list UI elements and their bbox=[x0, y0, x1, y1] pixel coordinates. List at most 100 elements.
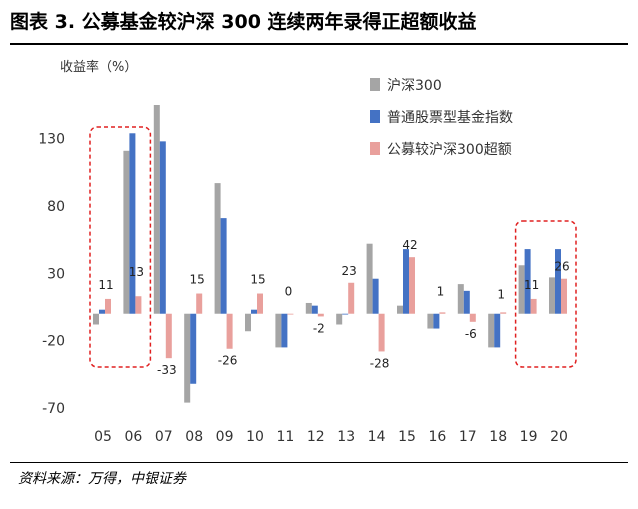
data-label: 0 bbox=[285, 285, 293, 299]
bar-3 bbox=[165, 313, 172, 359]
y-axis-label: 收益率（%） bbox=[60, 59, 137, 75]
bar-1 bbox=[305, 302, 312, 314]
bar-1 bbox=[549, 277, 555, 314]
footer-divider bbox=[10, 462, 628, 463]
data-label: 11 bbox=[524, 278, 539, 292]
bar-3 bbox=[378, 313, 385, 352]
y-tick-label: -20 bbox=[42, 334, 65, 350]
bar-3 bbox=[439, 312, 446, 314]
data-label: -33 bbox=[157, 363, 177, 377]
data-label: 23 bbox=[342, 264, 357, 278]
bar-2 bbox=[463, 290, 470, 314]
x-tick-label: 12 bbox=[307, 429, 325, 445]
bar-3 bbox=[317, 313, 324, 317]
bar-2 bbox=[281, 313, 288, 348]
y-tick-label: -70 bbox=[42, 401, 65, 417]
x-tick-label: 08 bbox=[185, 429, 203, 445]
y-tick-label: 30 bbox=[47, 266, 65, 282]
x-tick-label: 13 bbox=[337, 429, 355, 445]
x-tick-label: 07 bbox=[155, 429, 173, 445]
bar-chart: 收益率（%） 130 80 30 -20 -70 11 13 -33 15 -26 15 0 -2 23… bbox=[38, 59, 577, 445]
y-tick-label: 130 bbox=[38, 132, 65, 148]
bar-1 bbox=[518, 265, 525, 314]
y-ticks: 130 80 30 -20 -70 bbox=[38, 132, 65, 417]
figure-title: 图表 3. 公募基金较沪深 300 连续两年录得正超额收益 bbox=[10, 11, 477, 33]
data-label: -2 bbox=[313, 321, 325, 335]
highlight-box bbox=[89, 126, 152, 368]
bar-2 bbox=[129, 133, 136, 314]
bar-1 bbox=[457, 284, 464, 314]
title-divider bbox=[10, 43, 628, 45]
bar-2 bbox=[99, 309, 105, 314]
highlight-box bbox=[514, 220, 577, 368]
bar-3 bbox=[196, 293, 203, 314]
bar-1 bbox=[397, 305, 403, 314]
legend-swatch bbox=[370, 110, 380, 123]
bar-1 bbox=[336, 313, 343, 325]
bar-2 bbox=[524, 249, 531, 314]
x-tick-label: 06 bbox=[124, 429, 142, 445]
bar-1 bbox=[184, 313, 191, 403]
bar-2 bbox=[159, 141, 166, 314]
bar-3 bbox=[530, 298, 537, 314]
legend-swatch bbox=[370, 78, 380, 91]
bar-2 bbox=[403, 249, 409, 314]
bars bbox=[93, 105, 567, 403]
legend-label: 沪深300 bbox=[387, 78, 442, 94]
data-label: 11 bbox=[98, 278, 113, 292]
bar-2 bbox=[555, 249, 561, 314]
legend-label: 公募较沪深300超额 bbox=[387, 142, 512, 158]
bar-1 bbox=[275, 313, 282, 348]
bar-1 bbox=[214, 183, 221, 314]
bar-3 bbox=[105, 298, 111, 314]
data-label: 1 bbox=[497, 287, 505, 301]
bar-1 bbox=[488, 313, 495, 348]
bar-2 bbox=[251, 309, 257, 314]
legend-label: 普通股票型基金指数 bbox=[387, 109, 513, 126]
x-ticks: 05 06 07 08 09 10 11 12 13 14 15 16 17 18 19 20 bbox=[94, 429, 568, 445]
x-tick-label: 20 bbox=[550, 429, 568, 445]
bar-1 bbox=[93, 313, 99, 325]
data-label: -6 bbox=[465, 327, 477, 341]
bar-1 bbox=[153, 105, 160, 314]
bar-2 bbox=[311, 305, 318, 314]
data-label: 15 bbox=[190, 273, 205, 287]
x-tick-label: 14 bbox=[368, 429, 386, 445]
x-tick-label: 17 bbox=[459, 429, 477, 445]
bar-1 bbox=[245, 313, 251, 332]
x-tick-label: 09 bbox=[216, 429, 234, 445]
data-label: 42 bbox=[402, 238, 417, 252]
bar-3 bbox=[226, 313, 233, 349]
x-tick-label: 18 bbox=[489, 429, 507, 445]
bar-1 bbox=[366, 243, 373, 314]
x-tick-label: 11 bbox=[276, 429, 294, 445]
bar-3 bbox=[469, 313, 476, 322]
bar-3 bbox=[561, 278, 567, 314]
x-tick-label: 05 bbox=[94, 429, 112, 445]
bar-1 bbox=[427, 313, 434, 329]
x-tick-label: 16 bbox=[428, 429, 446, 445]
data-label: 26 bbox=[554, 260, 569, 274]
source-note: 资料来源：万得，中银证券 bbox=[18, 471, 186, 487]
x-tick-label: 10 bbox=[246, 429, 264, 445]
data-label: 13 bbox=[129, 265, 144, 279]
bar-3 bbox=[135, 296, 142, 314]
bar-2 bbox=[220, 218, 227, 314]
bar-2 bbox=[433, 313, 440, 329]
bar-2 bbox=[494, 313, 501, 348]
bar-3 bbox=[257, 293, 263, 314]
bar-2 bbox=[342, 313, 349, 315]
y-tick-label: 80 bbox=[47, 199, 65, 215]
bar-2 bbox=[190, 313, 197, 384]
bar-3 bbox=[500, 312, 507, 314]
data-label: -26 bbox=[218, 354, 238, 368]
x-tick-label: 15 bbox=[398, 429, 416, 445]
bar-3 bbox=[409, 257, 415, 314]
legend-swatch bbox=[370, 142, 380, 155]
bar-2 bbox=[372, 278, 379, 314]
data-label: 15 bbox=[250, 273, 265, 287]
bar-3 bbox=[287, 313, 294, 315]
bar-3 bbox=[348, 282, 355, 314]
